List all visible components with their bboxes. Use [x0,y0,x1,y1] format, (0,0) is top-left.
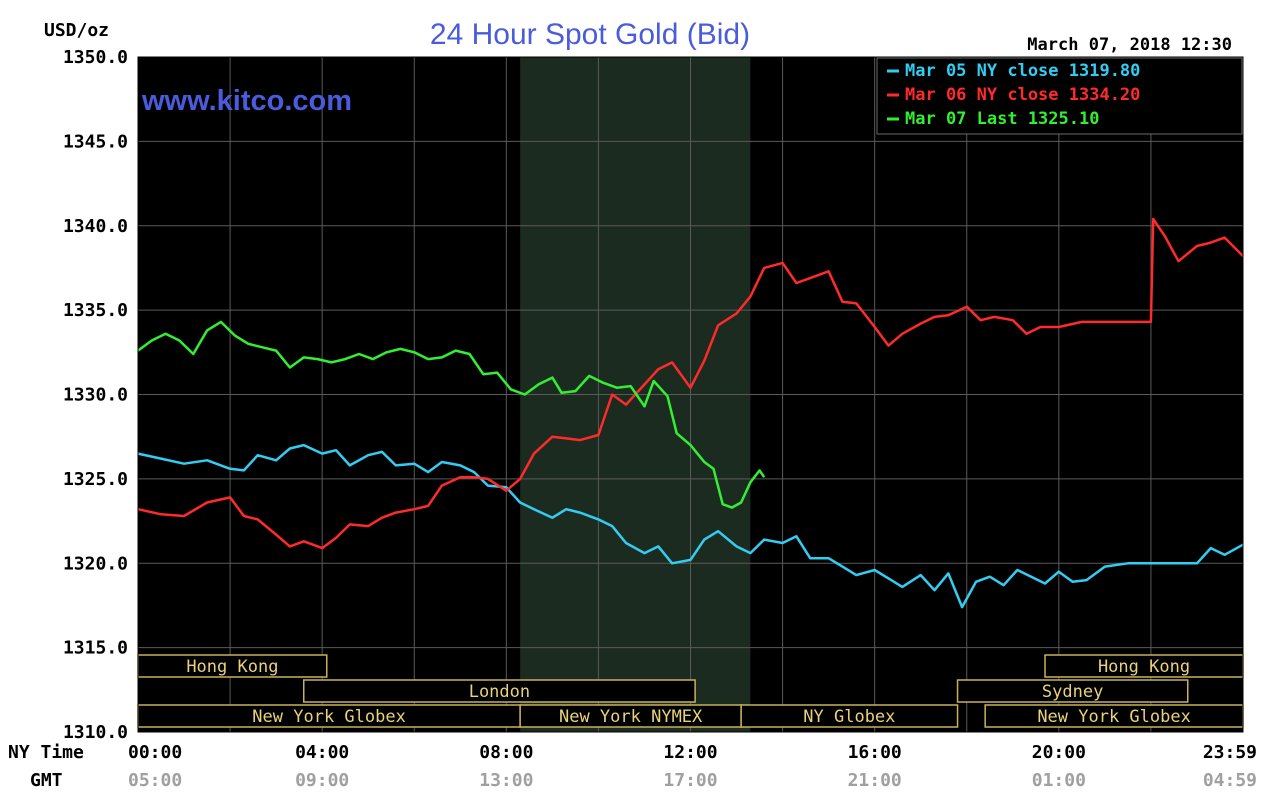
legend-entry: Mar 05 NY close 1319.80 [905,61,1140,81]
series-line-2 [137,217,1244,550]
plot-area: Hong Kong Hong Kong London Sydney New York G… [137,56,1244,733]
y-tick-label: 1330.0 [63,385,128,406]
y-tick-label: 1320.0 [63,553,128,574]
y-tick-labels: 1350.0 1345.0 1340.0 1335.0 1330.0 1325.0 1320… [63,47,128,743]
session-label: New York Globex [1037,707,1191,727]
legend: Mar 05 NY close 1319.80 Mar 06 NY close 1… [876,57,1243,135]
session-label: Sydney [1042,682,1103,702]
x-tick-label-ny: 00:00 [128,742,182,763]
session-label: NY Globex [803,707,895,727]
y-tick-label: 1310.0 [63,722,128,743]
series-line-3 [137,320,766,509]
x-tick-label-gmt: 09:00 [295,770,349,791]
x-tick-label-gmt: 05:00 [128,770,182,791]
x-tick-label-ny: 12:00 [663,742,717,763]
x-tick-label-gmt: 13:00 [479,770,533,791]
session-bar [956,679,1189,703]
y-tick-label: 1345.0 [63,131,128,152]
session-bar [303,679,696,703]
y-tick-label: 1340.0 [63,216,128,237]
y-tick-label: 1350.0 [63,47,128,68]
session-bar [740,704,959,728]
x-row-label-ny: NY Time [8,742,84,763]
x-tick-label-ny: 16:00 [848,742,902,763]
session-label: New York NYMEX [559,707,703,727]
x-tick-label-ny: 04:00 [295,742,349,763]
y-tick-label: 1335.0 [63,300,128,321]
x-tick-label-gmt: 04:59 [1203,770,1257,791]
legend-box [876,57,1243,135]
x-tick-label-gmt: 17:00 [663,770,717,791]
y-axis-unit-label: USD/oz [44,20,109,41]
chart-title: 24 Hour Spot Gold (Bid) [430,18,750,51]
session-label: Hong Kong [1098,657,1190,677]
y-tick-label: 1315.0 [63,638,128,659]
x-tick-label-gmt: 01:00 [1032,770,1086,791]
x-row-label-gmt: GMT [30,770,63,791]
session-label: Hong Kong [186,657,278,677]
x-tick-label-ny: 08:00 [479,742,533,763]
legend-entry: Mar 06 NY close 1334.20 [905,85,1140,105]
x-tick-label-ny: 23:59 [1203,742,1257,763]
x-tick-label-ny: 20:00 [1032,742,1086,763]
date-time-label: March 07, 2018 12:30 [1027,35,1232,55]
series-line-1 [137,443,1244,609]
x-tick-label-gmt: 21:00 [848,770,902,791]
x-tick-labels: NY Time GMT 00:00 05:00 04:00 09:00 08:00 13:00… [8,742,1257,791]
legend-entry: Mar 07 Last 1325.10 [905,109,1099,129]
session-label: London [469,682,530,702]
kitco-watermark: www.kitco.com [141,85,352,117]
y-tick-label: 1325.0 [63,469,128,490]
plot-border [137,56,1244,733]
session-label: New York Globex [252,707,406,727]
